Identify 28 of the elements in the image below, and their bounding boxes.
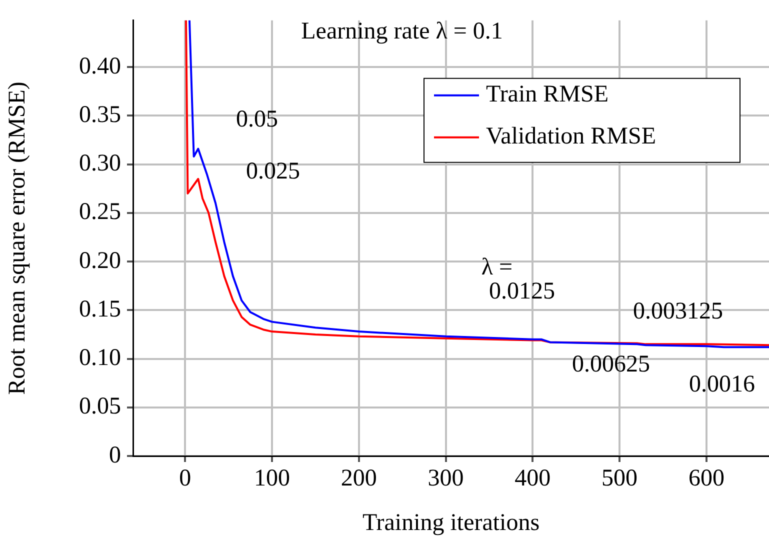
- x-tick-label: 200: [340, 466, 377, 492]
- annotation: 0.025: [246, 158, 300, 184]
- x-tick-label: 100: [254, 466, 290, 492]
- legend-label: Train RMSE: [486, 82, 608, 108]
- x-tick-label: 500: [602, 466, 638, 492]
- y-axis-title: Root mean square error (RMSE): [4, 82, 31, 395]
- annotation: 0.05: [236, 106, 278, 132]
- y-tick-label: 0.15: [79, 296, 121, 322]
- y-tick-label: 0.30: [79, 150, 121, 177]
- annotation: λ =: [481, 254, 513, 280]
- legend-label: Validation RMSE: [486, 124, 656, 150]
- x-tick-label: 600: [688, 466, 724, 492]
- annotation: 0.003125: [633, 298, 723, 324]
- y-tick-label: 0.35: [79, 102, 121, 128]
- annotation: 0.0016: [689, 371, 755, 398]
- x-tick-label: 0: [179, 466, 192, 492]
- y-tick-label: 0.40: [79, 53, 121, 80]
- x-tick-label: 300: [428, 466, 464, 492]
- y-tick-label: 0.05: [79, 394, 121, 420]
- annotation: 0.00625: [572, 351, 650, 378]
- y-tick-label: 0.10: [79, 345, 121, 372]
- x-tick-label: 400: [514, 466, 551, 492]
- y-tick-label: 0.20: [79, 248, 121, 274]
- y-tick-label: 0: [109, 442, 121, 468]
- y-tick-label: 0.25: [79, 199, 121, 226]
- annotation: 0.0125: [489, 278, 555, 304]
- annotation: Learning rate λ = 0.1: [301, 18, 503, 44]
- x-axis-title: Training iterations: [362, 510, 540, 536]
